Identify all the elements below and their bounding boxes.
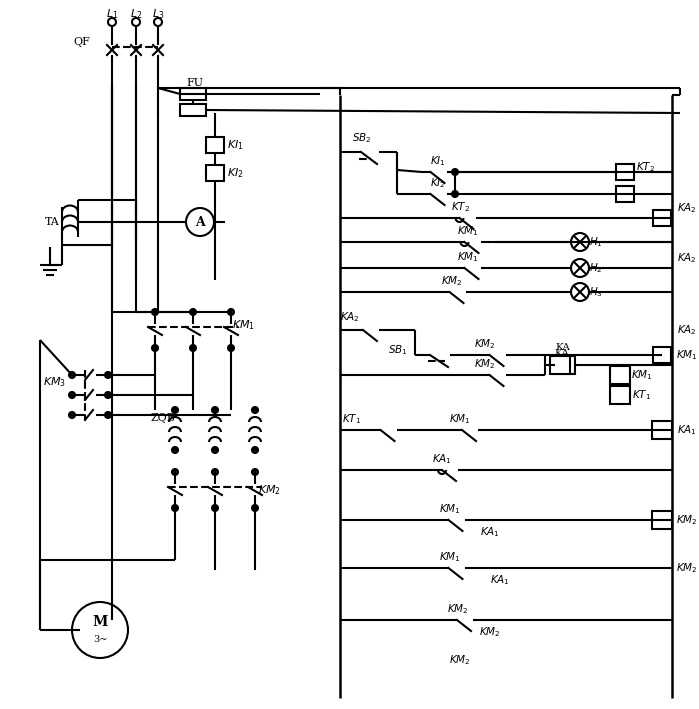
Bar (610, 366, 630, 384)
Text: $KM_1$: $KM_1$ (233, 318, 256, 332)
Text: $KA_2$: $KA_2$ (677, 201, 697, 215)
Bar (180, 88, 206, 100)
Text: $L_2$: $L_2$ (130, 7, 142, 21)
Circle shape (172, 447, 178, 453)
Text: $KM_2$: $KM_2$ (449, 653, 471, 667)
Circle shape (108, 18, 116, 26)
Bar (653, 347, 671, 363)
Text: KA: KA (554, 349, 570, 357)
Circle shape (571, 233, 589, 251)
Text: $SB_2$: $SB_2$ (352, 131, 372, 145)
Bar (206, 137, 224, 153)
Circle shape (252, 505, 258, 511)
Text: $KA_2$: $KA_2$ (677, 323, 697, 337)
Text: $KM_2$: $KM_2$ (447, 602, 469, 616)
Circle shape (154, 18, 162, 26)
Circle shape (105, 412, 111, 418)
Circle shape (72, 602, 128, 658)
Text: A: A (195, 216, 205, 228)
Text: $KM_2$: $KM_2$ (441, 274, 463, 288)
Bar (653, 210, 671, 226)
Text: $L_1$: $L_1$ (106, 7, 118, 21)
Text: $KI_1$: $KI_1$ (226, 138, 243, 152)
Circle shape (186, 208, 214, 236)
Circle shape (452, 169, 458, 175)
Circle shape (252, 469, 258, 475)
Circle shape (172, 469, 178, 475)
Text: $KA_2$: $KA_2$ (677, 251, 697, 265)
Text: $KM_2$: $KM_2$ (474, 357, 496, 371)
Circle shape (69, 412, 75, 418)
Text: $KM_1$: $KM_1$ (457, 224, 479, 238)
Circle shape (252, 447, 258, 453)
Text: $KA_1$: $KA_1$ (677, 423, 697, 437)
Text: $H_3$: $H_3$ (589, 285, 603, 299)
Text: $KA_2$: $KA_2$ (340, 310, 360, 324)
Bar (555, 356, 575, 374)
Circle shape (152, 345, 158, 351)
Bar (652, 511, 672, 529)
Text: $KM_1$: $KM_1$ (457, 250, 479, 264)
Text: $KT_2$: $KT_2$ (635, 160, 654, 174)
Circle shape (212, 505, 218, 511)
Circle shape (190, 309, 196, 315)
Text: $KI_1$: $KI_1$ (430, 154, 446, 168)
Text: 3~: 3~ (93, 635, 107, 644)
Text: FU: FU (187, 78, 203, 88)
Text: $KA_1$: $KA_1$ (480, 525, 500, 539)
Text: $KI_2$: $KI_2$ (430, 176, 446, 190)
Circle shape (152, 309, 158, 315)
Bar (610, 386, 630, 404)
Text: $SB_1$: $SB_1$ (388, 343, 408, 357)
Circle shape (190, 345, 196, 351)
Circle shape (228, 345, 234, 351)
Text: $KT_1$: $KT_1$ (343, 412, 361, 426)
Text: $KM_1$: $KM_1$ (449, 412, 471, 426)
Circle shape (105, 392, 111, 398)
Bar (652, 421, 672, 439)
Text: $KM_1$: $KM_1$ (439, 502, 461, 516)
Circle shape (252, 407, 258, 413)
Text: $KM_1$: $KM_1$ (631, 368, 653, 382)
Circle shape (172, 407, 178, 413)
Text: $H_1$: $H_1$ (589, 235, 603, 249)
Text: $KM_3$: $KM_3$ (43, 375, 66, 389)
Text: $KT_1$: $KT_1$ (633, 388, 651, 402)
Text: $L_3$: $L_3$ (152, 7, 164, 21)
Circle shape (571, 259, 589, 277)
Text: $KM_2$: $KM_2$ (676, 513, 698, 527)
Circle shape (212, 447, 218, 453)
Bar (180, 104, 206, 116)
Text: ZQB: ZQB (150, 413, 175, 423)
Text: $KA_1$: $KA_1$ (490, 573, 510, 587)
Circle shape (105, 372, 111, 378)
Text: $H_2$: $H_2$ (589, 261, 603, 275)
Bar (616, 186, 634, 202)
Circle shape (69, 392, 75, 398)
Circle shape (452, 191, 458, 197)
Text: QF: QF (73, 37, 90, 47)
Text: $KM_2$: $KM_2$ (259, 483, 282, 497)
Circle shape (228, 309, 234, 315)
Text: $KI_2$: $KI_2$ (226, 166, 243, 180)
Bar (206, 165, 224, 181)
Circle shape (212, 407, 218, 413)
Text: TA: TA (45, 217, 59, 227)
Text: $KM_1$: $KM_1$ (676, 348, 698, 362)
Circle shape (172, 505, 178, 511)
Text: $KM_2$: $KM_2$ (480, 625, 500, 639)
Text: $KT_2$: $KT_2$ (451, 200, 470, 214)
Circle shape (212, 469, 218, 475)
Circle shape (69, 372, 75, 378)
Text: KA: KA (556, 342, 570, 352)
Bar (616, 164, 634, 180)
Text: $KM_2$: $KM_2$ (676, 561, 698, 575)
Circle shape (571, 283, 589, 301)
Text: $KA_1$: $KA_1$ (432, 452, 452, 466)
Text: M: M (92, 615, 108, 629)
Bar (550, 356, 570, 374)
Text: $KM_2$: $KM_2$ (474, 337, 496, 351)
Text: $KM_1$: $KM_1$ (439, 550, 461, 564)
Circle shape (132, 18, 140, 26)
